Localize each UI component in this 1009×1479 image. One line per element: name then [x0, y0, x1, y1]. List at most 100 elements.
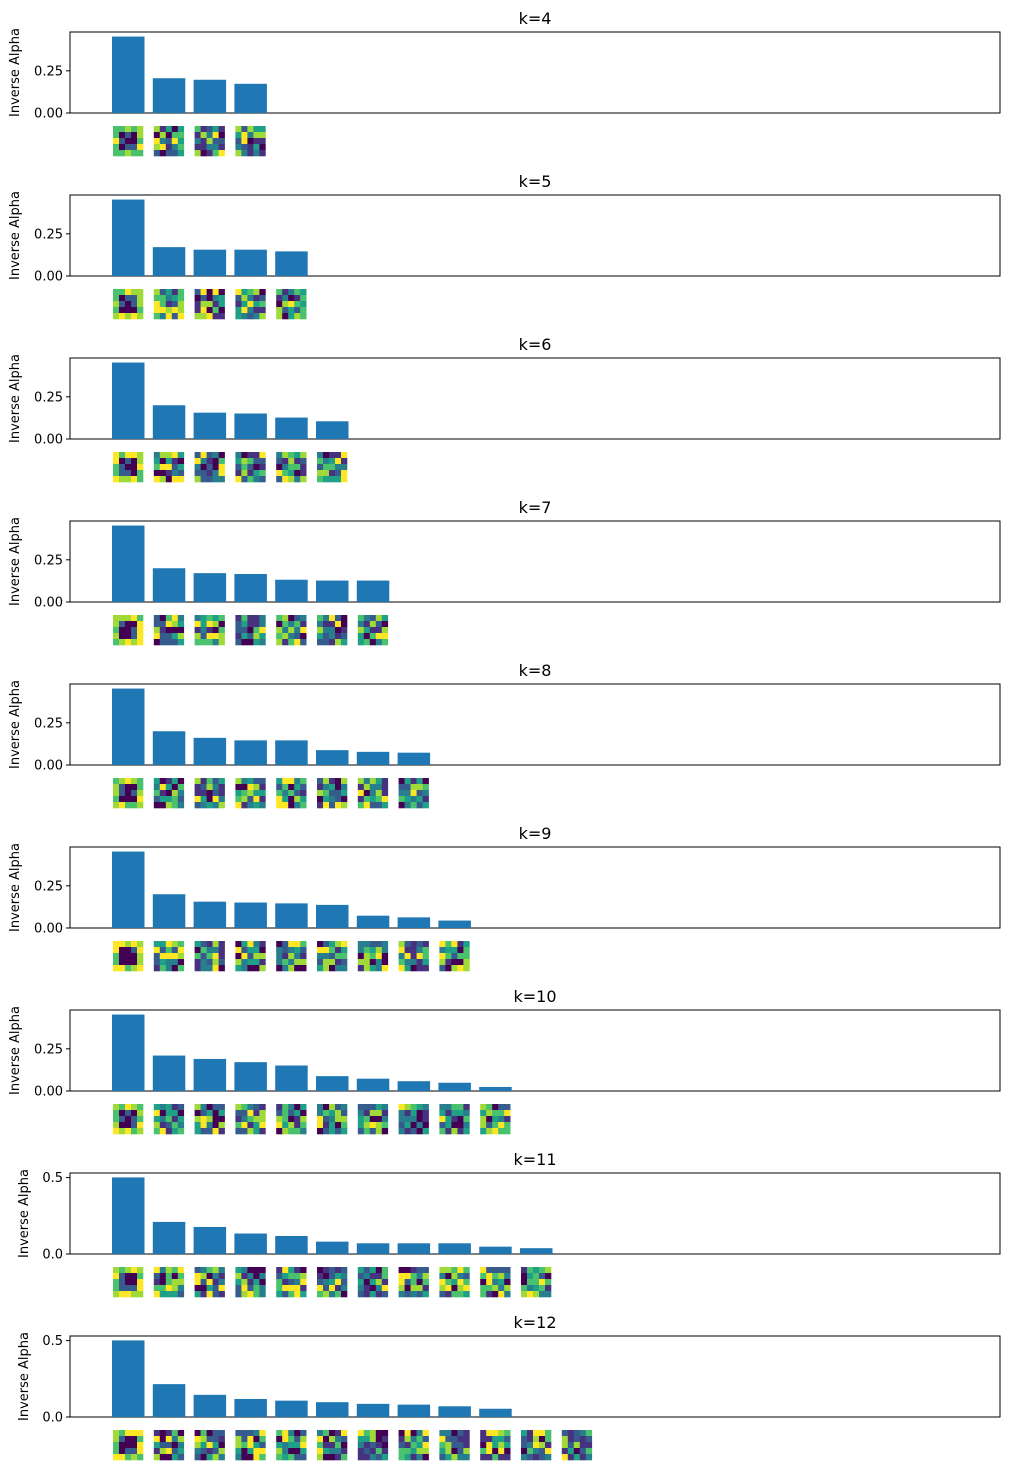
y-tick-label: 0.25 [34, 716, 63, 731]
thumbnail-image [235, 778, 266, 809]
thumbnail-image [398, 778, 429, 809]
subplot-k=7: k=7 Inverse Alpha 0.00 0.25 [8, 498, 1001, 646]
y-tick-label: 0.00 [34, 759, 63, 774]
y-axis-label: Inverse Alpha [8, 680, 23, 769]
bar [356, 915, 390, 928]
thumbnail-image [113, 289, 144, 320]
bar [112, 1340, 145, 1417]
subplot-title: k=4 [519, 9, 552, 28]
y-tick-label: 0.25 [34, 553, 63, 568]
thumbnail-image [153, 778, 185, 809]
bar [234, 1233, 267, 1254]
bar [234, 1398, 267, 1417]
bar [397, 1404, 431, 1417]
thumbnail-image [276, 289, 307, 320]
thumbnail-image [194, 452, 225, 483]
bar [275, 903, 308, 928]
bar [275, 740, 308, 765]
bar [275, 251, 308, 276]
thumbnail-image [153, 1267, 185, 1298]
bar [152, 1221, 186, 1254]
thumbnail-image [561, 1430, 593, 1461]
bar [316, 580, 349, 602]
thumbnail-image [439, 941, 470, 972]
bar [397, 917, 431, 928]
thumbnail-image [113, 778, 144, 809]
subplot-k=5: k=5 Inverse Alpha 0.00 0.25 [8, 172, 1001, 320]
bar [316, 750, 349, 765]
thumbnail-image [113, 1430, 144, 1461]
axes-frame [69, 194, 1001, 277]
subplot-k=10: k=10 Inverse Alpha 0.00 0.25 [8, 987, 1001, 1135]
thumbnail-image [235, 452, 266, 483]
bar [112, 362, 145, 439]
bar [234, 740, 267, 765]
thumbnail-image [480, 1430, 511, 1461]
thumbnail-image [235, 1430, 266, 1461]
thumbnail-image [113, 126, 144, 157]
y-tick-label: 0.5 [42, 1334, 63, 1349]
bar [234, 413, 267, 439]
subplot-k=6: k=6 Inverse Alpha 0.00 0.25 [8, 335, 1001, 483]
thumbnail-image [194, 289, 225, 320]
bar [316, 904, 349, 928]
subplot-k=9: k=9 Inverse Alpha 0.00 0.25 [8, 824, 1001, 972]
thumbnail-image [194, 778, 225, 809]
axes-frame [69, 1335, 1001, 1418]
bar [275, 1400, 308, 1417]
y-axis-label: Inverse Alpha [8, 354, 23, 443]
bar [112, 525, 145, 602]
bar [152, 894, 186, 928]
bar [234, 1062, 267, 1091]
thumbnail-image [194, 1104, 225, 1135]
bar [275, 579, 308, 602]
thumbnail-image [235, 126, 266, 157]
bar [438, 1406, 471, 1417]
thumbnail-image [235, 289, 266, 320]
thumbnail-image [357, 1267, 389, 1298]
thumbnail-image [317, 1267, 348, 1298]
bar [479, 1086, 512, 1091]
thumbnail-image [317, 941, 348, 972]
y-tick-label: 0.25 [34, 227, 63, 242]
bar [152, 1384, 186, 1417]
thumbnail-image [439, 1104, 470, 1135]
thumbnail-image [153, 289, 185, 320]
y-tick-label: 0.25 [34, 390, 63, 405]
thumbnail-image [113, 615, 144, 646]
thumbnail-image [398, 1430, 429, 1461]
subplot-k=12: k=12 Inverse Alpha 0.0 0.5 [17, 1313, 1001, 1461]
axes-frame [69, 846, 1001, 929]
thumbnail-image [235, 615, 266, 646]
thumbnail-image [194, 1267, 225, 1298]
thumbnail-image [235, 1104, 266, 1135]
bar [234, 573, 267, 602]
thumbnail-image [398, 1104, 429, 1135]
y-axis-label: Inverse Alpha [8, 191, 23, 280]
thumbnail-image [113, 1104, 144, 1135]
thumbnail-image [194, 126, 225, 157]
thumbnail-image [480, 1104, 511, 1135]
bar [152, 405, 186, 439]
bar [193, 412, 227, 439]
thumbnail-image [357, 1104, 389, 1135]
bar [275, 1235, 308, 1254]
bar [193, 249, 227, 276]
subplot-title: k=10 [513, 987, 556, 1006]
bar [356, 1403, 390, 1417]
subplot-k=8: k=8 Inverse Alpha 0.00 0.25 [8, 661, 1001, 809]
bar [112, 688, 145, 765]
thumbnail-image [235, 1267, 266, 1298]
bar [397, 1243, 431, 1254]
thumbnail-image [276, 941, 307, 972]
bar [356, 1078, 390, 1091]
y-axis-label: Inverse Alpha [8, 28, 23, 117]
thumbnail-image [276, 1104, 307, 1135]
subplot-k=11: k=11 Inverse Alpha 0.0 0.5 [17, 1150, 1001, 1298]
y-tick-label: 0.25 [34, 1042, 63, 1057]
bar [112, 36, 145, 113]
y-axis-label: Inverse Alpha [8, 1006, 23, 1095]
thumbnail-image [113, 941, 144, 972]
thumbnail-image [113, 1267, 144, 1298]
y-axis-label: Inverse Alpha [8, 843, 23, 932]
